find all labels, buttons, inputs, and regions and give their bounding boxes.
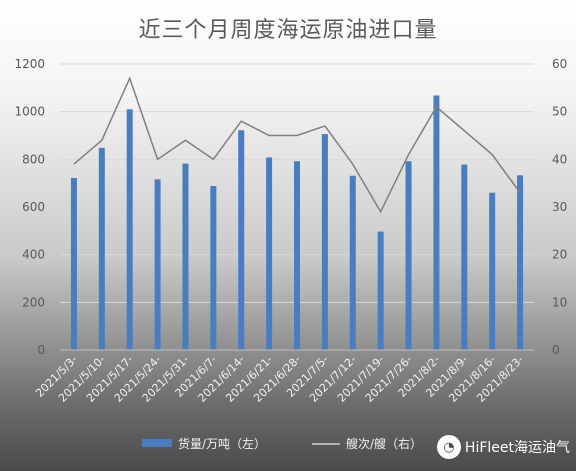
y-right-tick-label: 20 [552, 248, 567, 262]
watermark-text: HiFleet海运油气 [464, 440, 570, 456]
bar [489, 192, 496, 350]
bar [321, 134, 328, 350]
y-right-tick-label: 60 [552, 57, 567, 71]
y-left-tick-label: 1000 [14, 105, 45, 119]
y-left-tick-label: 1200 [14, 57, 45, 71]
chart-title: 近三个月周度海运原油进口量 [138, 18, 438, 43]
watermark: ◔ HiFleet海运油气 [436, 435, 570, 459]
bar [210, 186, 217, 350]
bar [461, 164, 468, 350]
wechat-icon: ◔ [436, 435, 461, 459]
y-left-tick-label: 400 [22, 248, 45, 262]
bar [182, 163, 189, 350]
y-right-tick-label: 30 [552, 200, 567, 214]
legend-label-bar: 货量/万吨（左） [178, 436, 266, 451]
bar [238, 130, 245, 350]
y-left-tick-label: 800 [22, 152, 45, 166]
bar [377, 231, 384, 350]
y-left-tick-label: 200 [22, 295, 45, 309]
bar [70, 177, 77, 350]
bar [349, 175, 356, 350]
bar [294, 161, 300, 350]
bar [126, 109, 133, 351]
y-left-tick-label: 0 [37, 343, 45, 357]
y-right-tick-label: 40 [552, 152, 567, 166]
y-left-tick-label: 600 [22, 200, 45, 214]
bar [517, 175, 524, 350]
bar [98, 147, 105, 350]
y-right-tick-label: 0 [552, 343, 560, 357]
legend-label-line: 艘次/艘（右） [346, 436, 422, 451]
y-right-tick-label: 10 [552, 295, 567, 309]
bar [405, 161, 412, 350]
bar [433, 95, 440, 351]
bar [154, 179, 161, 350]
bar [266, 157, 273, 350]
line-series [73, 76, 521, 214]
y-right-tick-label: 50 [552, 105, 567, 119]
legend-swatch-bar [142, 439, 172, 447]
